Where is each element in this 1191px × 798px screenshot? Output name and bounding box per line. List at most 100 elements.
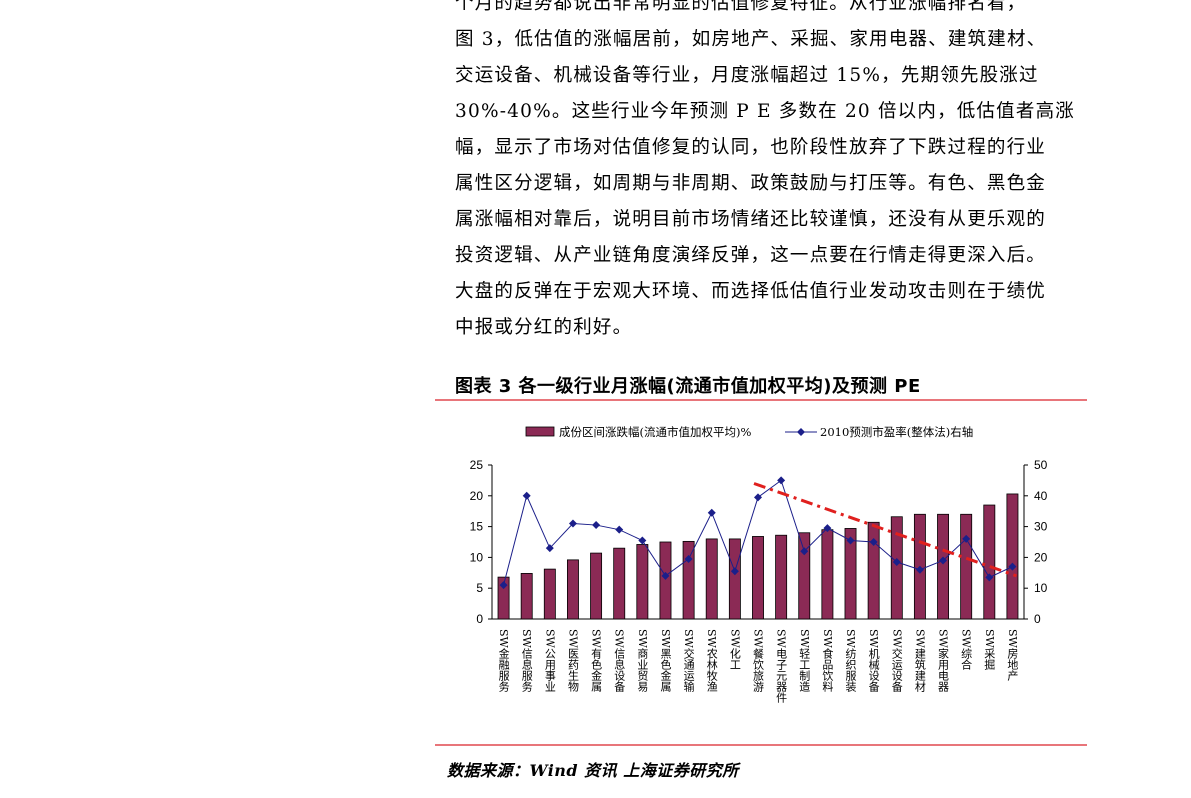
- right-tick-label: 20: [1034, 550, 1048, 564]
- top-rule: [435, 399, 1087, 401]
- bar: [752, 536, 764, 620]
- right-tick-label: 50: [1034, 458, 1048, 472]
- pe-point: [939, 556, 948, 565]
- pe-point: [638, 536, 647, 545]
- pe-point: [568, 519, 577, 528]
- category-label: SW金融服务: [497, 629, 510, 692]
- pe-point: [869, 538, 878, 546]
- category-label: SW农林牧渔: [705, 629, 718, 693]
- bar: [937, 513, 949, 620]
- bar: [497, 576, 510, 620]
- bar: [960, 513, 973, 620]
- pe-point: [522, 491, 531, 500]
- bar: [798, 532, 811, 620]
- pe-point: [823, 524, 832, 533]
- pe-point: [915, 565, 924, 574]
- legend-bar-swatch: [525, 426, 555, 437]
- bar: [682, 540, 695, 620]
- left-tick-label: 15: [470, 520, 484, 534]
- category-label: SW综合: [960, 629, 973, 670]
- category-label: SW交通运输: [682, 629, 695, 693]
- category-label: SW化工: [728, 629, 741, 670]
- bar: [613, 547, 626, 620]
- left-tick-label: 5: [476, 581, 483, 595]
- pe-point: [707, 508, 716, 517]
- category-label: SW建筑建材: [913, 629, 926, 692]
- pe-point: [499, 581, 508, 590]
- pe-point: [800, 547, 809, 556]
- pe-point: [545, 544, 554, 553]
- paragraph-line: 投资逻辑、从产业链角度演绎反弹，这一点要在行情走得更深入后。: [455, 245, 1047, 266]
- bar: [705, 538, 718, 620]
- paragraph-line: 个月的趋势都说出非常明显的估值修复特征。从行业涨幅排名看，: [455, 0, 1027, 14]
- left-tick-label: 0: [476, 612, 483, 626]
- category-label: SW轻工制造: [798, 629, 811, 692]
- figure-title: 图表 3 各一级行业月涨幅(流通市值加权平均)及预测 PE: [455, 376, 921, 397]
- bar: [890, 516, 903, 620]
- bar: [983, 504, 996, 620]
- left-tick-label: 10: [470, 550, 484, 564]
- paragraph-line: 交运设备、机械设备等行业，月度涨幅超过 15%，先期领先股涨过: [455, 65, 1039, 86]
- legend-bar-label: 成份区间涨跌幅(流通市值加权平均)%: [559, 425, 751, 439]
- legend-line-marker: [797, 428, 805, 436]
- trend-line: [753, 482, 1017, 578]
- category-label: SW纺织服装: [844, 629, 857, 693]
- chart: 0 5 10 15 20 25 0 10 20 30 40 50 SW金融服务 SW信息服务 SW公用事业 S…: [470, 425, 1048, 704]
- legend-line-label: 2010预测市盈率(整体法)右轴: [820, 425, 973, 439]
- category-label: SW公用事业: [543, 629, 556, 692]
- paragraph-line: 大盘的反弹在于宏观大环境、而选择低估值行业发动攻击则在于绩优: [455, 281, 1047, 302]
- pe-point: [684, 554, 693, 563]
- bar: [543, 568, 556, 620]
- pe-point: [661, 571, 670, 580]
- pe-point: [730, 567, 739, 576]
- bar: [659, 541, 672, 620]
- category-label: SW采掘: [983, 629, 996, 671]
- figure-source: 数据来源：Wind 资讯 上海证券研究所: [447, 761, 739, 780]
- bar: [590, 552, 603, 620]
- pe-point: [985, 573, 994, 582]
- paragraph-line: 图 3，低估值的涨幅居前，如房地产、采掘、家用电器、建筑建材、: [455, 29, 1047, 50]
- pe-point: [962, 534, 971, 543]
- pe-point: [754, 493, 762, 502]
- right-tick-label: 30: [1034, 520, 1048, 534]
- bottom-rule: [435, 744, 1087, 746]
- pe-point: [892, 558, 901, 567]
- category-label: SW医药生物: [566, 629, 579, 692]
- category-label: SW机械设备: [867, 629, 880, 693]
- pe-point: [615, 525, 624, 534]
- bar: [636, 544, 649, 620]
- bar: [520, 573, 533, 620]
- paragraph-line: 属涨幅相对靠后，说明目前市场情绪还比较谨慎，还没有从更乐观的: [455, 209, 1047, 230]
- right-tick-label: 10: [1034, 581, 1048, 595]
- category-label: SW房地产: [1006, 629, 1019, 682]
- bar: [567, 559, 579, 620]
- body-paragraph: 个月的趋势都说出非常明显的估值修复特征。从行业涨幅排名看， 图 3，低估值的涨幅居…: [455, 0, 1095, 346]
- pe-point: [1008, 562, 1017, 571]
- bar: [844, 528, 857, 620]
- bar: [728, 538, 741, 620]
- right-tick-label: 0: [1034, 612, 1041, 626]
- category-label: SW有色金属: [590, 629, 603, 693]
- pe-point: [592, 521, 601, 530]
- left-tick-label: 25: [470, 458, 484, 472]
- pe-point: [846, 536, 855, 545]
- category-label: SW交运设备: [890, 629, 903, 693]
- pe-point: [777, 476, 786, 485]
- bar: [867, 521, 880, 620]
- paragraph-line: 30%-40%。这些行业今年预测 P E 多数在 20 倍以内，低估值者高涨: [455, 101, 1075, 122]
- category-label: SW家用电器: [937, 629, 950, 693]
- left-tick-label: 20: [470, 489, 484, 503]
- paragraph-line: 属性区分逻辑，如周期与非周期、政策鼓励与打压等。有色、黑色金: [455, 173, 1047, 194]
- paragraph-line: 中报或分红的利好。: [455, 317, 633, 338]
- category-label: SW食品饮料: [821, 629, 834, 693]
- category-label: SW商业贸易: [636, 629, 649, 693]
- category-label: SW信息设备: [613, 629, 626, 693]
- right-tick-label: 40: [1034, 489, 1048, 503]
- bar: [821, 529, 834, 620]
- category-label: SW信息服务: [520, 629, 533, 692]
- bar: [775, 534, 788, 620]
- category-label: SW黑色金属: [659, 629, 672, 693]
- paragraph-line: 幅，显示了市场对估值修复的认同，也阶段性放弃了下跌过程的行业: [455, 137, 1047, 158]
- category-label: SW电子元器件: [775, 629, 788, 704]
- bar: [1006, 493, 1019, 620]
